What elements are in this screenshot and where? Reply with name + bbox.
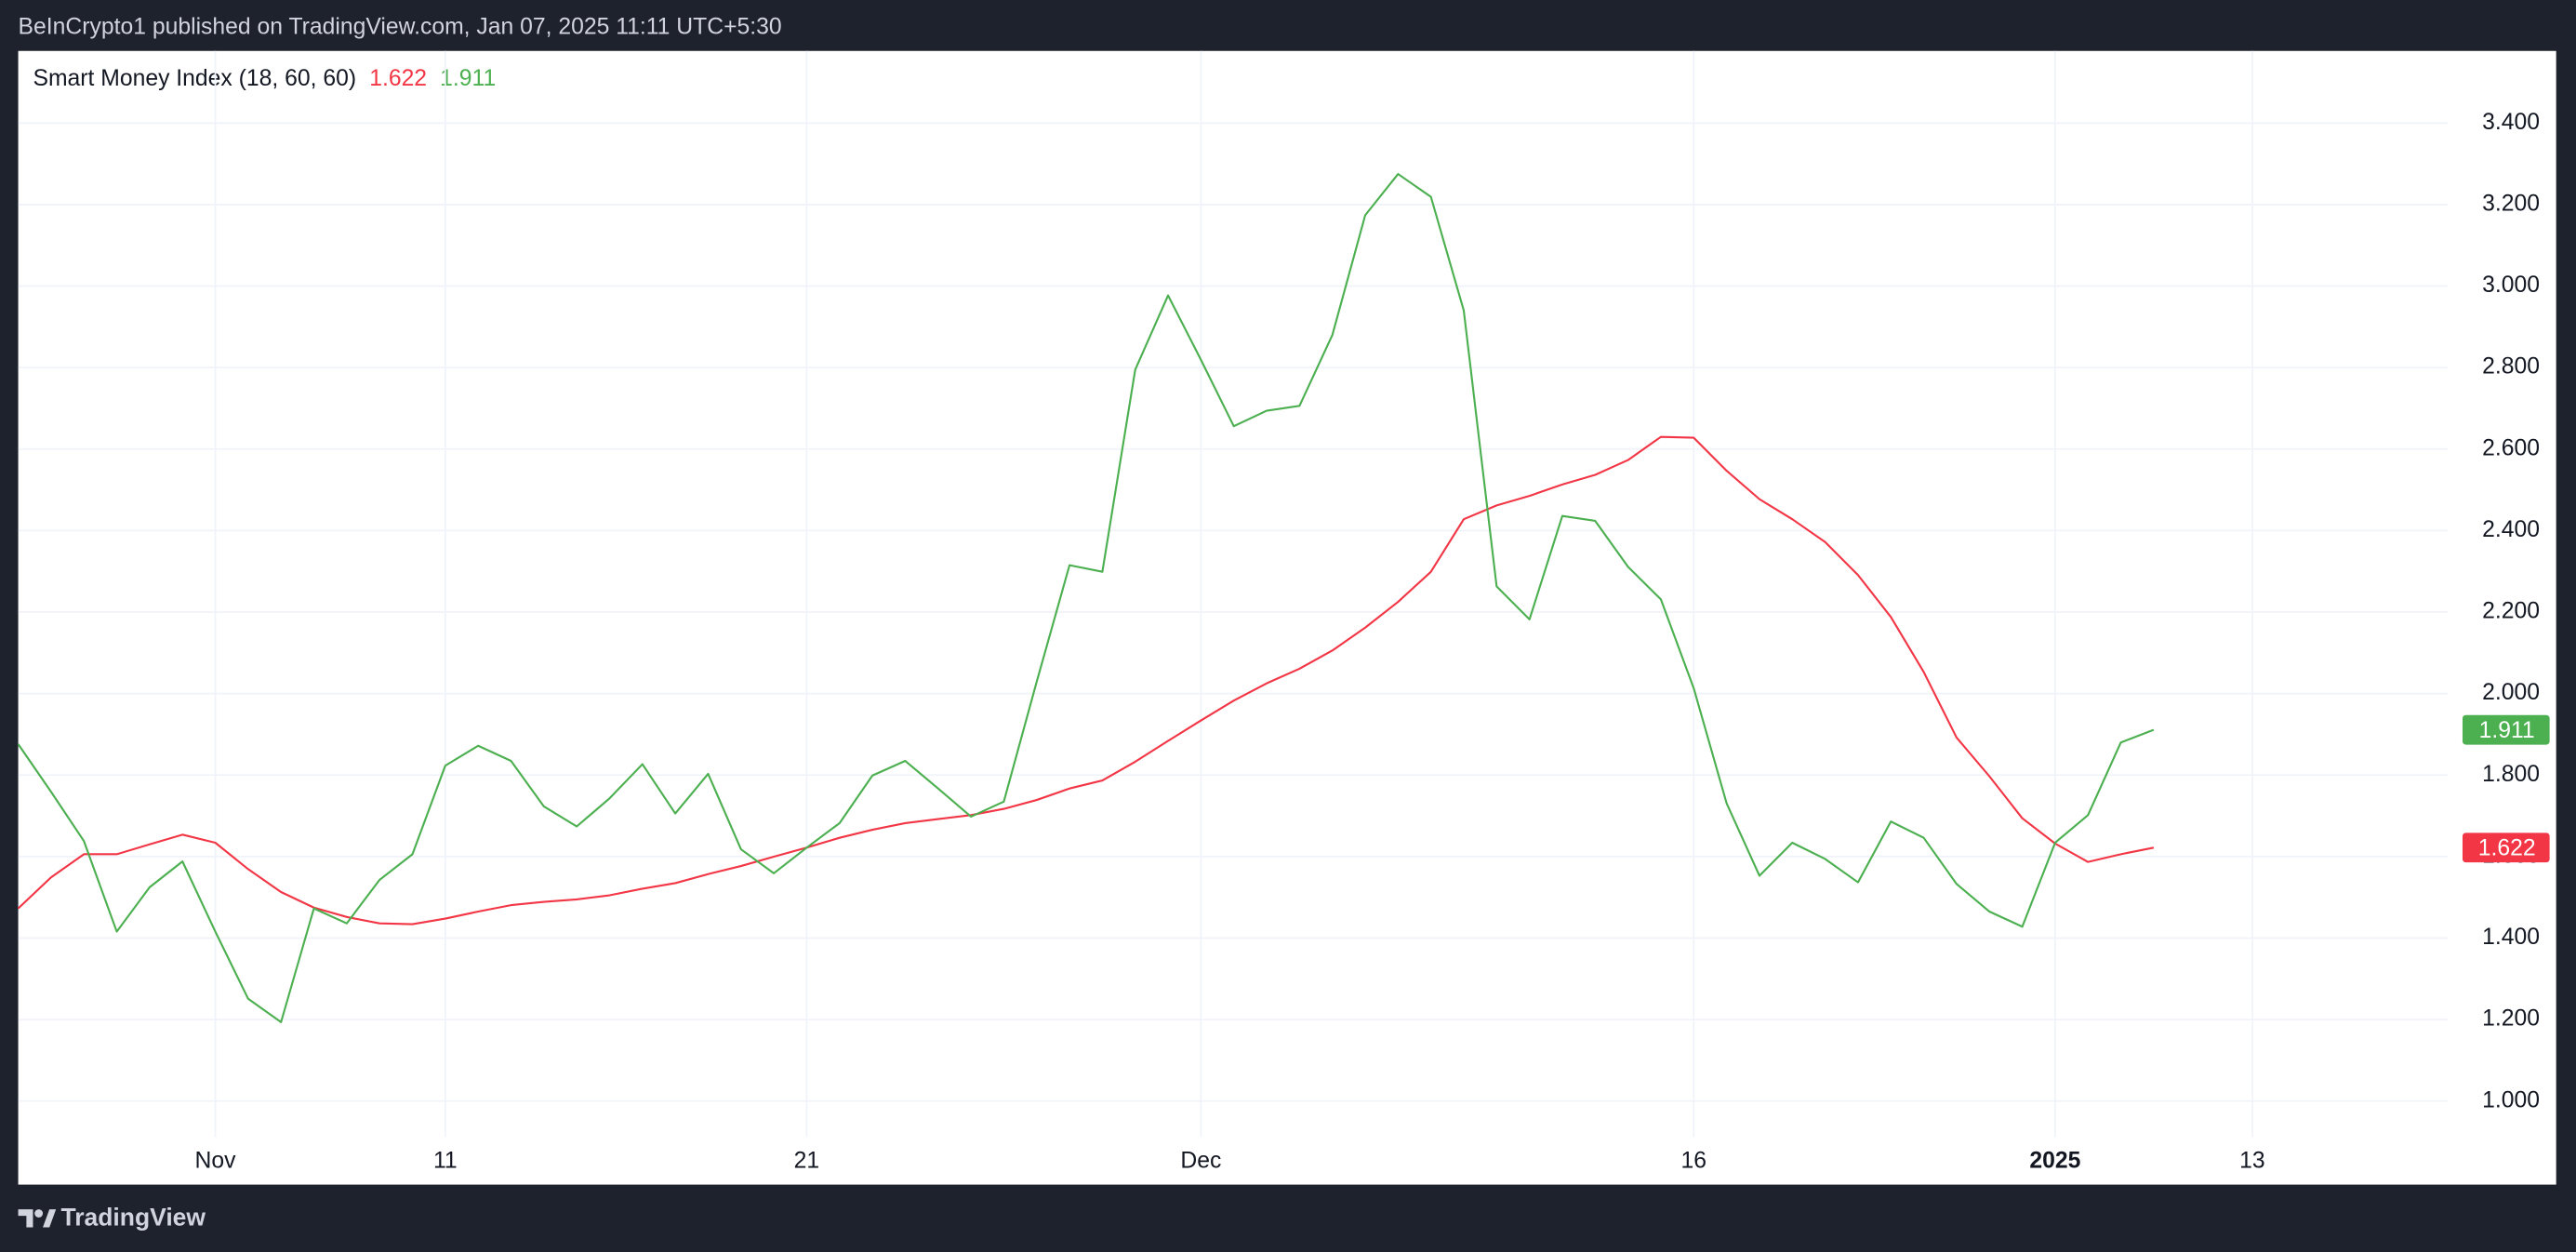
y-tick-label: 2.000: [2482, 680, 2540, 705]
y-tick-label: 1.000: [2482, 1087, 2540, 1112]
last-value-badge: 1.622: [2462, 832, 2550, 863]
indicator-legend: Smart Money Index (18, 60, 60) 1.622 1.911: [33, 65, 496, 90]
header-text: BeInCrypto1 published on TradingView.com…: [19, 15, 782, 40]
x-tick-label: 21: [794, 1148, 820, 1173]
y-tick-label: 2.600: [2482, 435, 2540, 460]
brand-logo[interactable]: TradingView: [18, 1204, 206, 1232]
grid: [18, 50, 2449, 1138]
legend-value: 1.911: [440, 65, 496, 90]
x-tick-label: 16: [1681, 1148, 1707, 1173]
y-tick-label: 1.200: [2482, 1006, 2540, 1032]
indicator-name: Smart Money Index (18, 60, 60): [33, 65, 356, 90]
x-tick-label: 11: [433, 1148, 458, 1173]
badge-text: 1.911: [2479, 718, 2535, 743]
y-tick-label: 3.000: [2482, 273, 2540, 298]
plot-area: [18, 50, 2556, 1185]
badge-text: 1.622: [2478, 836, 2536, 861]
logo-shape: [43, 1209, 57, 1228]
x-tick-label: Nov: [195, 1148, 237, 1173]
y-tick-label: 1.400: [2482, 925, 2540, 950]
y-tick-label: 2.200: [2482, 599, 2540, 624]
brand-name: TradingView: [60, 1204, 206, 1232]
y-tick-label: 1.800: [2482, 762, 2540, 787]
y-tick-label: 3.200: [2482, 191, 2540, 216]
x-tick-label: 13: [2239, 1148, 2265, 1173]
logo-shape: [18, 1209, 33, 1228]
badge-box: [2462, 714, 2550, 745]
badge-box: [2462, 832, 2550, 863]
last-value-badge: 1.911: [2462, 714, 2550, 745]
legend-value: 1.622: [369, 65, 427, 90]
x-tick-label: 2025: [2029, 1148, 2080, 1173]
logo-dot: [34, 1209, 44, 1218]
series-line: [17, 173, 2155, 1023]
y-tick-label: 2.400: [2482, 517, 2540, 542]
x-tick-label: Dec: [1180, 1148, 1221, 1173]
series-line: [17, 435, 2155, 926]
y-tick-label: 2.800: [2482, 354, 2540, 380]
y-tick-label: 3.400: [2482, 110, 2540, 135]
